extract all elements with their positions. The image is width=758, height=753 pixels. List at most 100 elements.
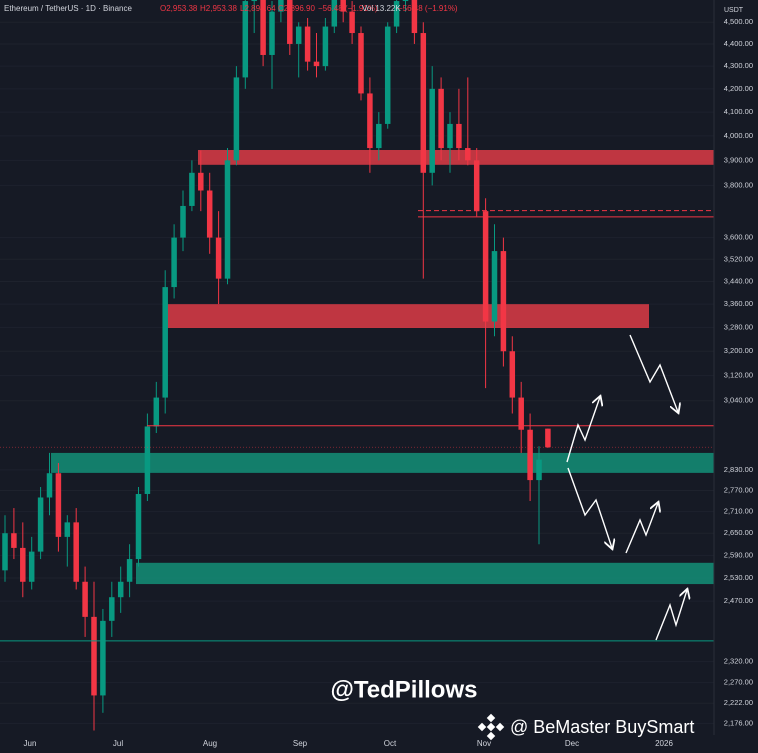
candle-body (420, 33, 427, 173)
candle-body (11, 533, 17, 548)
candle-body (82, 581, 88, 617)
candle-body (393, 1, 400, 27)
y-tick-label: 3,280.00 (724, 322, 753, 331)
legend-value: O2,953.38 (160, 4, 198, 13)
candle-body (126, 559, 133, 582)
x-tick-label: Jul (113, 739, 123, 748)
candle-body (162, 287, 168, 398)
candle-body (295, 26, 302, 44)
candle-body (180, 205, 186, 238)
x-tick-label: 2026 (655, 739, 673, 748)
brand: @ BeMaster BuySmart (510, 717, 694, 737)
y-tick-label: 2,470.00 (724, 596, 753, 605)
y-tick-label: 4,300.00 (724, 61, 753, 70)
candle-body (251, 0, 257, 2)
candle-body (20, 547, 26, 582)
candle-body (28, 551, 35, 582)
y-tick-label: 2,320.00 (724, 657, 753, 666)
candle-body (144, 426, 151, 494)
candle-body (536, 459, 542, 481)
candle-body (367, 93, 373, 149)
candle-body (2, 533, 8, 571)
candle-body (215, 237, 222, 279)
candle-body (313, 61, 320, 67)
candle-body (384, 26, 391, 124)
candle-body (376, 123, 382, 149)
candle-body (109, 597, 115, 621)
candle-body (242, 1, 249, 78)
arrow (629, 334, 678, 412)
price-axis (714, 0, 758, 753)
zone (136, 562, 714, 585)
x-tick-label: Jun (24, 739, 37, 748)
y-tick-label: 2,222.00 (724, 698, 753, 707)
x-tick-label: Nov (477, 739, 491, 748)
candle-body (456, 123, 462, 149)
symbol: Ethereum / TetherUS · 1D · Binance (4, 4, 132, 13)
axis: 4,500.00 4,400.00 4,300.00 4,200.00 4,100.00… (24, 17, 753, 748)
candle-body (135, 493, 142, 560)
candle-body (278, 0, 284, 12)
x-tick-label: Aug (203, 739, 217, 748)
zone (51, 452, 714, 473)
y-tick-label: 3,440.00 (724, 276, 753, 285)
y-tick-label: 2,530.00 (724, 573, 753, 582)
y-tick-label: 2,650.00 (724, 528, 753, 537)
y-tick-label: 2,176.00 (724, 718, 753, 727)
y-tick-label: 4,400.00 (724, 39, 753, 48)
y-tick-label: 2,770.00 (724, 485, 753, 494)
candle-body (349, 11, 355, 34)
watermark: @TedPillows (331, 676, 478, 703)
legend: O2,953.38 H2,953.38 L2,894.64 C2,896.90 −56.… (160, 4, 458, 13)
arrows (566, 334, 687, 641)
time-axis (0, 735, 714, 753)
y-tick-label: 4,200.00 (724, 84, 753, 93)
candle-body (509, 351, 516, 398)
arrow (567, 467, 612, 548)
currency: USDT (724, 7, 744, 14)
y-tick-label: 3,200.00 (724, 346, 753, 355)
y-tick-label: 4,500.00 (724, 17, 753, 26)
y-tick-label: 2,710.00 (724, 507, 753, 516)
candle-body (153, 397, 160, 427)
candle-body (322, 26, 329, 67)
candle-body (447, 123, 453, 149)
x-tick-label: Sep (293, 739, 308, 748)
candle-body (117, 581, 124, 598)
candle-body (198, 172, 204, 191)
arrow (566, 397, 600, 463)
candle-body (500, 251, 507, 352)
candle-body (55, 473, 62, 537)
legend-value: −56.48 (−1.91%) (318, 4, 378, 13)
y-tick-label: 4,000.00 (724, 131, 753, 140)
candle-body (260, 0, 266, 55)
candle-body (91, 616, 97, 696)
y-tick-label: 3,600.00 (724, 233, 753, 242)
legend-value: C2,896.90 (278, 4, 315, 13)
candle-body (527, 429, 533, 481)
candle-body (340, 0, 346, 12)
candle-body (491, 251, 498, 322)
arrow (625, 503, 658, 554)
candle-body (46, 473, 53, 498)
candle-body (358, 33, 364, 94)
y-tick-label: 3,900.00 (724, 155, 753, 164)
legend-value: −56.48 (−1.91%) (398, 4, 458, 13)
candle-body (233, 77, 240, 161)
y-tick-label: 3,360.00 (724, 299, 753, 308)
candle-body (73, 522, 79, 582)
candle-body (465, 148, 471, 161)
y-tick-label: 2,590.00 (724, 550, 753, 559)
candle-body (429, 88, 435, 173)
candle-body (518, 397, 524, 430)
arrow (655, 590, 687, 641)
candle-body (64, 522, 71, 537)
candle-body (402, 0, 409, 2)
candle-body (545, 428, 551, 448)
zone (166, 304, 649, 329)
zones (51, 150, 714, 585)
y-tick-label: 2,830.00 (724, 465, 753, 474)
x-tick-label: Oct (384, 739, 397, 748)
candle-body (304, 26, 311, 62)
